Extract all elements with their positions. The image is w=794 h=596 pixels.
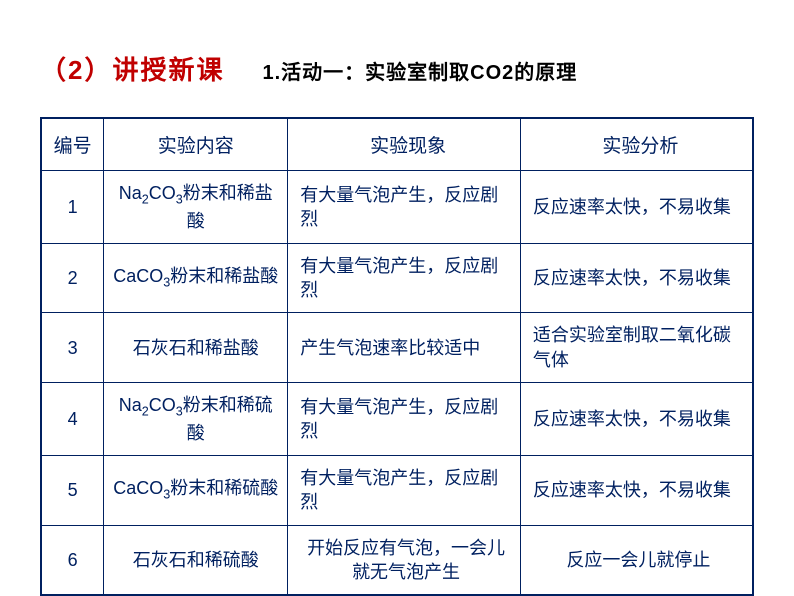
cell-phenom: 开始反应有气泡，一会儿就无气泡产生 [288,525,521,595]
cell-analysis: 反应速率太快，不易收集 [520,455,753,525]
slide-header: （2）讲授新课 1.活动一：实验室制取CO2的原理 [40,50,754,87]
col-header-id: 编号 [41,118,104,171]
table-row: 4 Na2CO3粉末和稀硫酸 有大量气泡产生，反应剧烈 反应速率太快，不易收集 [41,383,753,456]
table-row: 5 CaCO3粉末和稀硫酸 有大量气泡产生，反应剧烈 反应速率太快，不易收集 [41,455,753,525]
cell-content: CaCO3粉末和稀硫酸 [104,455,288,525]
table-row: 3 石灰石和稀盐酸 产生气泡速率比较适中 适合实验室制取二氧化碳气体 [41,313,753,383]
cell-id: 6 [41,525,104,595]
cell-content: Na2CO3粉末和稀盐酸 [104,171,288,244]
cell-analysis: 适合实验室制取二氧化碳气体 [520,313,753,383]
table-header-row: 编号 实验内容 实验现象 实验分析 [41,118,753,171]
col-header-content: 实验内容 [104,118,288,171]
table-body: 1 Na2CO3粉末和稀盐酸 有大量气泡产生，反应剧烈 反应速率太快，不易收集 … [41,171,753,596]
experiment-table: 编号 实验内容 实验现象 实验分析 1 Na2CO3粉末和稀盐酸 有大量气泡产生… [40,117,754,596]
cell-content: 石灰石和稀盐酸 [104,313,288,383]
col-header-analysis: 实验分析 [520,118,753,171]
cell-id: 5 [41,455,104,525]
col-header-phenom: 实验现象 [288,118,521,171]
cell-phenom: 有大量气泡产生，反应剧烈 [288,455,521,525]
cell-content: CaCO3粉末和稀盐酸 [104,243,288,313]
cell-analysis: 反应速率太快，不易收集 [520,383,753,456]
cell-analysis: 反应速率太快，不易收集 [520,243,753,313]
cell-id: 1 [41,171,104,244]
cell-id: 2 [41,243,104,313]
table-row: 6 石灰石和稀硫酸 开始反应有气泡，一会儿就无气泡产生 反应一会儿就停止 [41,525,753,595]
cell-phenom: 有大量气泡产生，反应剧烈 [288,171,521,244]
section-title: （2）讲授新课 [40,50,224,87]
table-row: 2 CaCO3粉末和稀盐酸 有大量气泡产生，反应剧烈 反应速率太快，不易收集 [41,243,753,313]
activity-title: 1.活动一：实验室制取CO2的原理 [262,56,577,85]
cell-phenom: 有大量气泡产生，反应剧烈 [288,383,521,456]
cell-analysis: 反应一会儿就停止 [520,525,753,595]
cell-phenom: 产生气泡速率比较适中 [288,313,521,383]
cell-id: 3 [41,313,104,383]
cell-phenom: 有大量气泡产生，反应剧烈 [288,243,521,313]
cell-content: Na2CO3粉末和稀硫酸 [104,383,288,456]
cell-id: 4 [41,383,104,456]
table-row: 1 Na2CO3粉末和稀盐酸 有大量气泡产生，反应剧烈 反应速率太快，不易收集 [41,171,753,244]
cell-content: 石灰石和稀硫酸 [104,525,288,595]
cell-analysis: 反应速率太快，不易收集 [520,171,753,244]
